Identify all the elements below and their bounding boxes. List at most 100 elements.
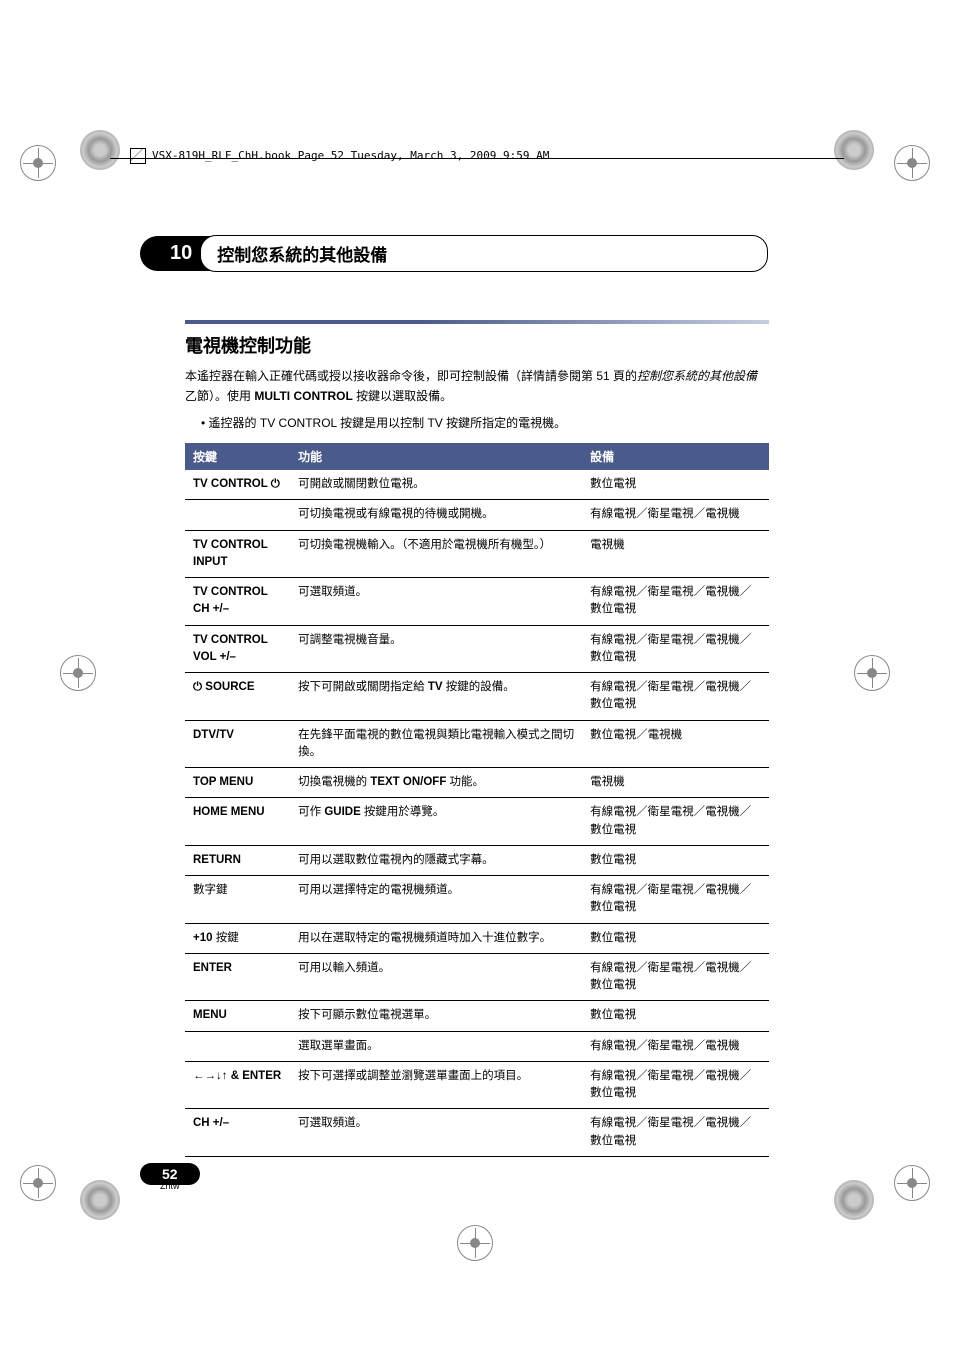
crop-mark [854,655,894,695]
crop-mark [457,1225,497,1265]
table-header-row: 按鍵 功能 設備 [185,443,769,470]
table-header: 設備 [582,443,769,470]
corner-decoration [80,1180,120,1220]
table-row: 選取選單畫面。 有線電視／衛星電視／電視機 [185,1031,769,1061]
table-row: 數字鍵 可用以選擇特定的電視機頻道。 有線電視／衛星電視／電視機／數位電視 [185,876,769,924]
key-cell: TV CONTROL ⏻ [185,470,290,500]
intro-text: 乙節）。使用 [185,389,254,403]
intro-text: 按鍵以選取設備。 [353,389,452,403]
func-cell: 在先鋒平面電視的數位電視與類比電視輸入模式之間切換。 [290,720,582,768]
section-divider [185,320,769,324]
func-cell: 按下可開啟或關閉指定給 TV 按鍵的設備。 [290,673,582,721]
device-cell: 數位電視 [582,1001,769,1031]
key-cell [185,1031,290,1061]
table-row: TV CONTROL VOL +/– 可調整電視機音量。 有線電視／衛星電視／電… [185,625,769,673]
table-header: 按鍵 [185,443,290,470]
table-row: HOME MENU 可作 GUIDE 按鍵用於導覽。 有線電視／衛星電視／電視機… [185,798,769,846]
key-cell: CH +/– [185,1109,290,1157]
func-cell: 可切換電視機輸入。（不適用於電視機所有機型。） [290,530,582,578]
device-cell: 有線電視／衛星電視／電視機／數位電視 [582,798,769,846]
crop-mark [894,1165,934,1205]
table-row: ⏻ SOURCE 按下可開啟或關閉指定給 TV 按鍵的設備。 有線電視／衛星電視… [185,673,769,721]
bullet-bold: TV CONTROL [260,416,337,430]
func-cell: 可選取頻道。 [290,578,582,626]
table-row: ENTER 可用以輸入頻道。 有線電視／衛星電視／電視機／數位電視 [185,953,769,1001]
page-footer: 52 Zhtw [140,1163,200,1185]
arrow-icons: ←→↓↑ [193,1070,228,1082]
key-cell: ←→↓↑ & ENTER [185,1061,290,1109]
key-cell: TV CONTROL CH +/– [185,578,290,626]
func-cell: 切換電視機的 TEXT ON/OFF 功能。 [290,768,582,798]
key-cell: ENTER [185,953,290,1001]
device-cell: 有線電視／衛星電視／電視機 [582,1031,769,1061]
key-cell: 數字鍵 [185,876,290,924]
device-cell: 數位電視 [582,845,769,875]
device-cell: 有線電視／衛星電視／電視機／數位電視 [582,673,769,721]
key-cell: +10 按鍵 [185,923,290,953]
crop-mark [894,145,934,185]
intro-ref: 控制您系統的其他設備 [637,369,757,383]
func-cell: 可用以輸入頻道。 [290,953,582,1001]
device-cell: 電視機 [582,530,769,578]
func-cell: 選取選單畫面。 [290,1031,582,1061]
intro-text: 本遙控器在輸入正確代碼或授以接收器命令後，即可控制設備（詳情請參閱第 51 頁的 [185,369,637,383]
bullet-bold: TV [427,416,442,430]
device-cell: 有線電視／衛星電視／電視機／數位電視 [582,625,769,673]
key-cell: ⏻ SOURCE [185,673,290,721]
func-cell: 可用以選取數位電視內的隱藏式字幕。 [290,845,582,875]
func-cell: 按下可顯示數位電視選單。 [290,1001,582,1031]
device-cell: 數位電視 [582,470,769,500]
device-cell: 有線電視／衛星電視／電視機／數位電視 [582,578,769,626]
device-cell: 有線電視／衛星電視／電視機／數位電視 [582,876,769,924]
func-cell: 按下可選擇或調整並瀏覽選單畫面上的項目。 [290,1061,582,1109]
crop-mark [20,1165,60,1205]
bullet-text: 按鍵是用以控制 [337,416,428,430]
key-cell: TV CONTROL VOL +/– [185,625,290,673]
page-lang: Zhtw [160,1181,180,1191]
table-row: +10 按鍵 用以在選取特定的電視機頻道時加入十進位數字。 數位電視 [185,923,769,953]
table-row: CH +/– 可選取頻道。 有線電視／衛星電視／電視機／數位電視 [185,1109,769,1157]
func-cell: 可調整電視機音量。 [290,625,582,673]
corner-decoration [834,130,874,170]
device-cell: 有線電視／衛星電視／電視機／數位電視 [582,953,769,1001]
func-cell: 用以在選取特定的電視機頻道時加入十進位數字。 [290,923,582,953]
key-cell: TOP MENU [185,768,290,798]
table-row: TV CONTROL ⏻ 可開啟或關閉數位電視。 數位電視 [185,470,769,500]
key-cell: RETURN [185,845,290,875]
table-row: ←→↓↑ & ENTER 按下可選擇或調整並瀏覽選單畫面上的項目。 有線電視／衛… [185,1061,769,1109]
chapter-title: 控制您系統的其他設備 [200,235,768,272]
table-header: 功能 [290,443,582,470]
key-cell: DTV/TV [185,720,290,768]
table-row: MENU 按下可顯示數位電視選單。 數位電視 [185,1001,769,1031]
table-row: RETURN 可用以選取數位電視內的隱藏式字幕。 數位電視 [185,845,769,875]
bullet-text: • 遙控器的 [201,416,260,430]
device-cell: 數位電視／電視機 [582,720,769,768]
device-cell: 數位電視 [582,923,769,953]
corner-decoration [80,130,120,170]
intro-paragraph: 本遙控器在輸入正確代碼或授以接收器命令後，即可控制設備（詳情請參閱第 51 頁的… [185,366,769,407]
func-cell: 可切換電視或有線電視的待機或開機。 [290,500,582,530]
crop-mark [20,145,60,185]
key-cell [185,500,290,530]
device-cell: 電視機 [582,768,769,798]
key-cell: MENU [185,1001,290,1031]
key-cell: TV CONTROL INPUT [185,530,290,578]
table-row: DTV/TV 在先鋒平面電視的數位電視與類比電視輸入模式之間切換。 數位電視／電… [185,720,769,768]
device-cell: 有線電視／衛星電視／電視機 [582,500,769,530]
table-row: 可切換電視或有線電視的待機或開機。 有線電視／衛星電視／電視機 [185,500,769,530]
main-content: 電視機控制功能 本遙控器在輸入正確代碼或授以接收器命令後，即可控制設備（詳情請參… [185,320,769,1157]
table-row: TOP MENU 切換電視機的 TEXT ON/OFF 功能。 電視機 [185,768,769,798]
chapter-header: 10 控制您系統的其他設備 [140,235,768,272]
device-cell: 有線電視／衛星電視／電視機／數位電視 [582,1061,769,1109]
device-cell: 有線電視／衛星電視／電視機／數位電視 [582,1109,769,1157]
section-title: 電視機控制功能 [185,332,769,358]
func-cell: 可作 GUIDE 按鍵用於導覽。 [290,798,582,846]
bullet-text: 按鍵所指定的電視機。 [443,416,566,430]
key-cell: HOME MENU [185,798,290,846]
bullet-note: • 遙控器的 TV CONTROL 按鍵是用以控制 TV 按鍵所指定的電視機。 [185,413,769,433]
table-row: TV CONTROL INPUT 可切換電視機輸入。（不適用於電視機所有機型。）… [185,530,769,578]
intro-bold: MULTI CONTROL [254,389,352,403]
file-path: VSX-819H_RLF_ChH.book Page 52 Tuesday, M… [130,148,549,164]
corner-decoration [834,1180,874,1220]
func-cell: 可開啟或關閉數位電視。 [290,470,582,500]
